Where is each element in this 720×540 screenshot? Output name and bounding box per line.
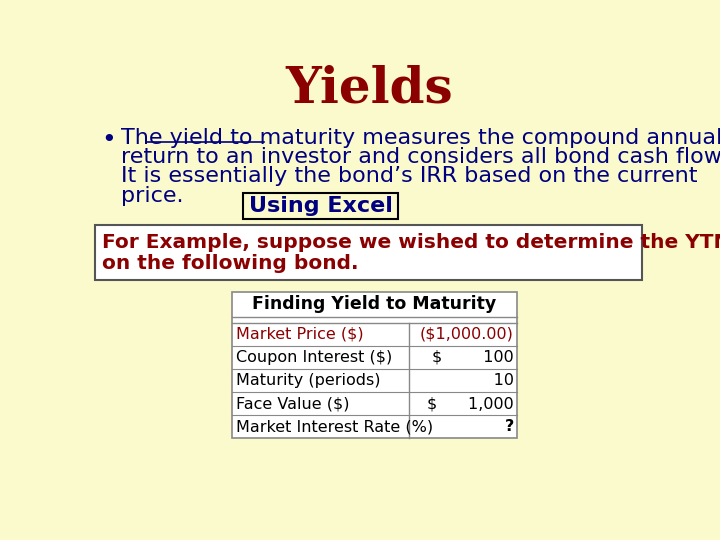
Text: •: • <box>101 128 116 152</box>
Text: For Example, suppose we wished to determine the YTM: For Example, suppose we wished to determ… <box>102 233 720 252</box>
Text: ?: ? <box>505 419 514 434</box>
FancyBboxPatch shape <box>243 193 398 219</box>
Text: on the following bond.: on the following bond. <box>102 254 359 273</box>
Text: Yields: Yields <box>285 65 453 114</box>
FancyBboxPatch shape <box>232 292 517 438</box>
Text: Finding Yield to Maturity: Finding Yield to Maturity <box>252 295 497 313</box>
Text: Maturity (periods): Maturity (periods) <box>236 373 381 388</box>
Text: Coupon Interest ($): Coupon Interest ($) <box>236 350 392 365</box>
Text: ($1,000.00): ($1,000.00) <box>420 327 514 342</box>
Text: It is essentially the bond’s IRR based on the current: It is essentially the bond’s IRR based o… <box>121 166 698 186</box>
Text: Face Value ($): Face Value ($) <box>236 396 350 411</box>
Text: Using Excel: Using Excel <box>249 196 393 216</box>
Text: $        100: $ 100 <box>432 350 514 365</box>
Text: Market Price ($): Market Price ($) <box>236 327 364 342</box>
Text: return to an investor and considers all bond cash flows.: return to an investor and considers all … <box>121 147 720 167</box>
Text: price.: price. <box>121 186 184 206</box>
Text: The yield to maturity measures the compound annual: The yield to maturity measures the compo… <box>121 128 720 148</box>
Text: Market Interest Rate (%): Market Interest Rate (%) <box>236 419 433 434</box>
Text: $      1,000: $ 1,000 <box>427 396 514 411</box>
FancyBboxPatch shape <box>94 225 642 280</box>
Text: 10: 10 <box>427 373 514 388</box>
